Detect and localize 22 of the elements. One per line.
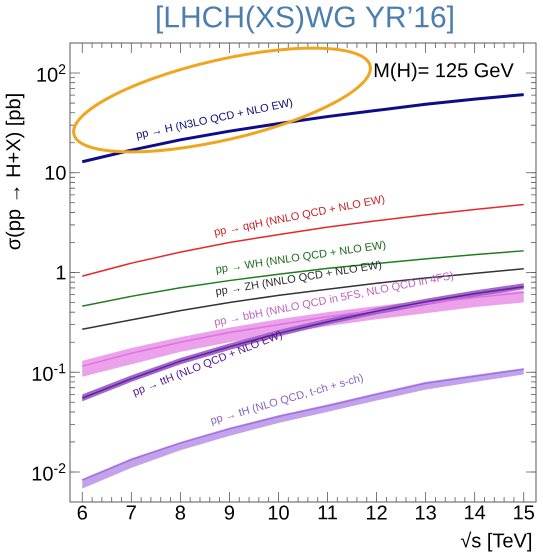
x-tick-label: 9	[224, 506, 234, 520]
y-tick-label: 10$^{2}$	[37, 64, 66, 82]
x-tick-label: 13	[416, 506, 436, 520]
line-series	[80, 93, 526, 164]
x-tick-label: 7	[126, 506, 136, 520]
annotation: M(H)= 125 GeV	[374, 62, 514, 82]
x-tick-label: 12	[366, 506, 387, 520]
text: pp → H (N3LO QCD + NLO EW)	[136, 98, 292, 141]
y-tick-label: 1	[56, 266, 66, 280]
y-tick-label: 10	[46, 166, 66, 180]
x-tick-label: 8	[176, 506, 186, 520]
x-tick-label: 11	[318, 506, 337, 520]
y-axis-title: σ(pp → H+X) [pb]	[6, 94, 24, 250]
chart-title: [LHCH(XS)WG YR’16]	[157, 6, 453, 34]
x-tick-label: 15	[514, 506, 534, 520]
x-tick-label: 6	[78, 506, 87, 520]
y-tick-label: 10$^{-1}$	[32, 364, 66, 381]
x-tick-label: 10	[268, 506, 289, 520]
x-tick-label: 14	[465, 506, 486, 520]
text: pp → qqH (NNLO QCD + NLO EW)	[214, 194, 384, 238]
y-tick-label: 10$^{-2}$	[32, 463, 66, 481]
x-axis-title: √s [TeV]	[460, 532, 532, 552]
